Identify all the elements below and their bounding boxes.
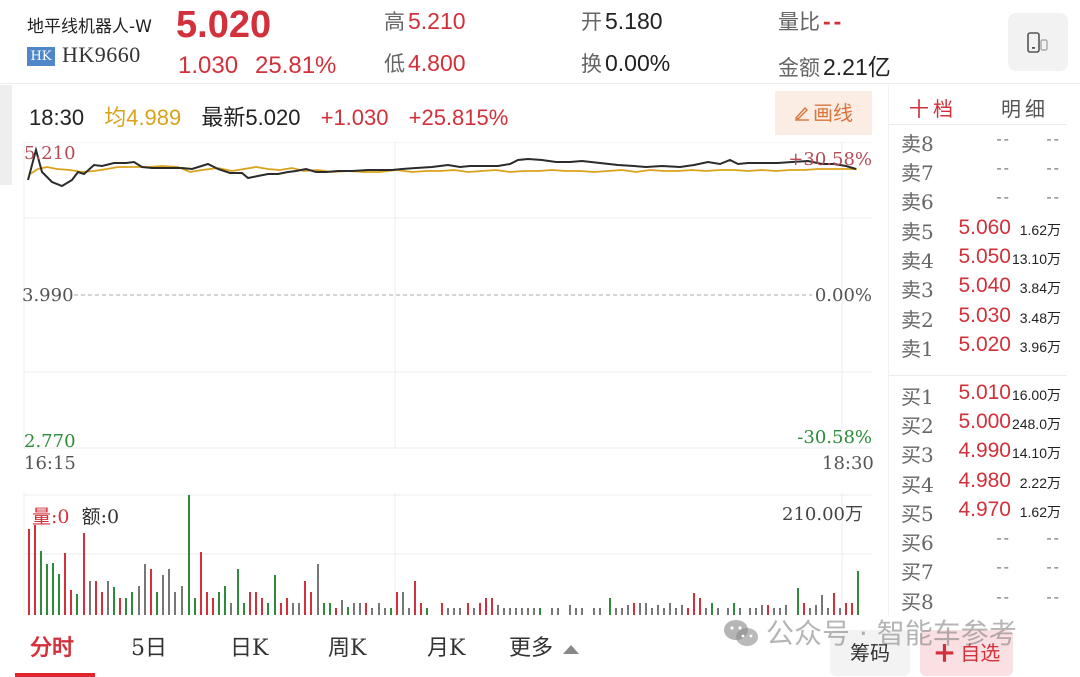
left-edge-strip — [0, 85, 12, 185]
stat-volume-ratio: 量比 -- — [778, 8, 845, 34]
order-book-divider — [889, 375, 1067, 376]
tab-trade-details[interactable]: 明细 — [1001, 97, 1049, 121]
x-axis-start-label: 16:15 — [24, 453, 76, 474]
stock-name: 地平线机器人-W — [27, 17, 152, 37]
bid-row[interactable]: 买7 -- -- — [901, 559, 1061, 584]
order-book-panel: 十档 明细 卖8 -- -- 卖7 -- -- 卖6 -- -- 卖5 5.060 1.62万 … — [888, 85, 1080, 615]
price-change: 1.030 — [178, 52, 239, 79]
stat-amount: 金额 2.21亿 — [778, 54, 891, 80]
ask-row[interactable]: 卖2 5.030 3.48万 — [901, 304, 1061, 332]
chips-distribution-button[interactable]: 筹码 — [830, 630, 910, 676]
tab-intraday[interactable]: 分时 — [30, 635, 75, 661]
bid-row[interactable]: 买3 4.990 14.10万 — [901, 439, 1061, 467]
ask-row[interactable]: 卖7 -- -- — [901, 160, 1061, 185]
last-price: 5.020 — [176, 4, 272, 46]
draw-line-button[interactable]: 画线 — [775, 91, 872, 135]
bid-row[interactable]: 买6 -- -- — [901, 530, 1061, 555]
price-change-pct: 25.81% — [255, 52, 337, 79]
volume-readout: 量:0 额:0 — [32, 506, 120, 528]
info-time: 18:30 — [29, 105, 85, 130]
stock-code: HK9660 — [62, 42, 141, 67]
bid-row[interactable]: 买4 4.980 2.22万 — [901, 469, 1061, 497]
stat-high: 高 5.210 — [384, 8, 466, 34]
info-average: 均4.989 — [104, 105, 182, 130]
info-change-pct: +25.815% — [408, 105, 509, 130]
y-axis-low-label: 2.770 — [24, 431, 76, 452]
tab-ten-levels[interactable]: 十档 — [909, 97, 957, 121]
price-chart-canvas — [23, 142, 872, 449]
period-tab-bar: 分时 5日 日K 周K 月K 更多 筹码 + 自选 — [0, 618, 1080, 677]
tab-more[interactable]: 更多 — [509, 630, 580, 662]
tab-daily-k[interactable]: 日K — [230, 636, 269, 661]
bid-row[interactable]: 买8 -- -- — [901, 589, 1061, 614]
y-axis-low-pct-label: -30.58% — [797, 427, 872, 448]
wechat-icon — [724, 620, 758, 646]
device-switch-button[interactable] — [1008, 13, 1068, 71]
y-axis-high-pct-label: +30.58% — [788, 149, 872, 170]
pencil-icon — [794, 106, 809, 121]
ask-row[interactable]: 卖4 5.050 13.10万 — [901, 245, 1061, 273]
volume-chart-canvas — [23, 493, 872, 615]
bid-row[interactable]: 买1 5.010 16.00万 — [901, 381, 1061, 409]
crosshair-info-bar: 18:30 均4.989 最新5.020 +1.030 +25.815% — [29, 100, 522, 132]
bid-row[interactable]: 买2 5.000 248.0万 — [901, 410, 1061, 438]
plus-icon: + — [932, 636, 957, 669]
bid-row[interactable]: 买5 4.970 1.62万 — [901, 498, 1061, 526]
caret-up-icon — [563, 644, 580, 654]
stat-open: 开 5.180 — [581, 8, 663, 34]
x-axis-end-label: 18:30 — [822, 453, 874, 474]
y-axis-mid-label: 3.990 — [22, 285, 74, 306]
tab-weekly-k[interactable]: 周K — [328, 636, 367, 661]
ask-row[interactable]: 卖8 -- -- — [901, 131, 1061, 156]
phone-tablet-icon — [1027, 32, 1048, 53]
tab-5-day[interactable]: 5日 — [131, 636, 167, 661]
volume-chart[interactable]: 量:0 额:0 210.00万 — [22, 493, 872, 615]
ask-row[interactable]: 卖6 -- -- — [901, 189, 1061, 214]
y-axis-mid-pct-label: 0.00% — [814, 285, 872, 306]
info-latest: 最新5.020 — [201, 105, 301, 130]
tab-monthly-k[interactable]: 月K — [427, 636, 466, 661]
ask-row[interactable]: 卖1 5.020 3.96万 — [901, 333, 1061, 361]
volume-max-label: 210.00万 — [782, 504, 863, 525]
info-change: +1.030 — [320, 105, 389, 130]
watermark: 公众号 · 智能车参考 — [722, 612, 1017, 652]
ask-row[interactable]: 卖5 5.060 1.62万 — [901, 216, 1061, 244]
active-tab-indicator — [15, 673, 95, 677]
ask-row[interactable]: 卖3 5.040 3.84万 — [901, 274, 1061, 302]
add-to-watchlist-button[interactable]: + 自选 — [920, 630, 1013, 676]
stat-low: 低 4.800 — [384, 50, 466, 76]
stat-turnover: 换 0.00% — [581, 50, 671, 76]
y-axis-high-label: 5.210 — [24, 143, 76, 164]
intraday-price-chart[interactable]: 5.210 +30.58% 3.990 0.00% 2.770 -30.58% — [22, 142, 872, 455]
order-book-tabs: 十档 明细 — [889, 85, 1067, 125]
market-badge: HK — [27, 47, 55, 66]
